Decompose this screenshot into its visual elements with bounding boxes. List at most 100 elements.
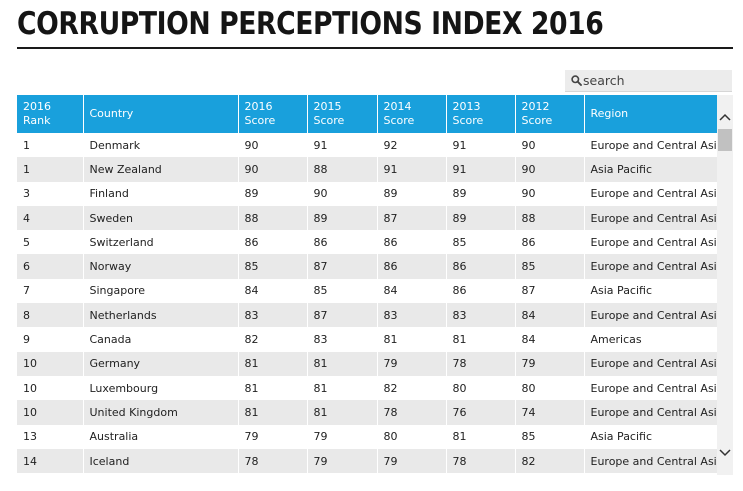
header-label-line2: Score: [244, 114, 276, 127]
cell-score-2013: 86: [446, 254, 516, 279]
header-label-line1: 2015: [313, 100, 342, 113]
scroll-up-button[interactable]: [717, 105, 733, 129]
header-score-2016[interactable]: 2016 Score: [238, 95, 308, 133]
cell-score-2014: 92: [377, 133, 447, 158]
cell-country: Iceland: [83, 448, 239, 474]
chevron-down-icon: [719, 449, 731, 457]
cell-rank: 1: [17, 157, 84, 182]
cell-score-2013: 91: [446, 157, 516, 182]
cell-region: Europe and Central Asia: [584, 133, 717, 158]
table-row[interactable]: 4 Sweden 88 89 87 89 88 Europe and Central Asia: [17, 205, 717, 231]
cell-region: Europe and Central Asia: [584, 205, 717, 231]
cell-score-2016: 81: [238, 400, 308, 425]
table-row[interactable]: 1 Denmark 90 91 92 91 90 Europe and Central Asi…: [17, 133, 717, 158]
cell-score-2015: 87: [307, 254, 378, 279]
header-region[interactable]: Region: [584, 95, 717, 133]
scroll-down-button[interactable]: [717, 441, 733, 465]
cell-rank: 10: [17, 375, 84, 401]
search-box[interactable]: [565, 70, 732, 92]
header-label-line1: 2016: [244, 100, 273, 113]
cell-score-2013: 78: [446, 448, 516, 474]
cell-score-2016: 81: [238, 375, 308, 401]
cell-score-2014: 86: [377, 230, 447, 255]
cell-score-2016: 85: [238, 254, 308, 279]
cell-score-2013: 81: [446, 424, 516, 449]
cell-score-2012: 84: [515, 327, 585, 352]
table-row[interactable]: 5 Switzerland 86 86 86 85 86 Europe and Central…: [17, 230, 717, 255]
cell-score-2012: 85: [515, 254, 585, 279]
cell-score-2012: 80: [515, 375, 585, 401]
cell-region: Europe and Central Asia: [584, 448, 717, 474]
cell-score-2013: 83: [446, 303, 516, 328]
cell-region: Europe and Central Asia: [584, 400, 717, 425]
cell-score-2015: 81: [307, 375, 378, 401]
header-label-line2: Score: [383, 114, 415, 127]
cell-region: Europe and Central Asia: [584, 351, 717, 376]
cell-country: New Zealand: [83, 157, 239, 182]
cell-score-2015: 79: [307, 448, 378, 474]
table-row[interactable]: 7 Singapore 84 85 84 86 87 Asia Pacific: [17, 278, 717, 304]
cell-region: Asia Pacific: [584, 424, 717, 449]
cell-country: Germany: [83, 351, 239, 376]
cell-score-2012: 79: [515, 351, 585, 376]
header-label-line1: 2013: [452, 100, 481, 113]
cell-country: Denmark: [83, 133, 239, 158]
cell-rank: 7: [17, 278, 84, 304]
table-row[interactable]: 14 Iceland 78 79 79 78 82 Europe and Central As…: [17, 448, 717, 474]
table-row[interactable]: 10 United Kingdom 81 81 78 76 74 Europe and Cen…: [17, 400, 717, 425]
cell-region: Europe and Central Asia: [584, 303, 717, 328]
cell-score-2014: 80: [377, 424, 447, 449]
cell-region: Asia Pacific: [584, 157, 717, 182]
cell-score-2016: 84: [238, 278, 308, 304]
cell-rank: 6: [17, 254, 84, 279]
cell-score-2013: 89: [446, 205, 516, 231]
header-label-line1: Region: [590, 107, 629, 120]
header-label-line1: 2016: [23, 100, 51, 113]
cell-score-2015: 81: [307, 400, 378, 425]
cell-country: Canada: [83, 327, 239, 352]
header-score-2012[interactable]: 2012 Score: [515, 95, 585, 133]
cell-score-2013: 78: [446, 351, 516, 376]
table-row[interactable]: 10 Germany 81 81 79 78 79 Europe and Central As…: [17, 351, 717, 376]
cell-region: Americas: [584, 327, 717, 352]
cell-score-2014: 91: [377, 157, 447, 182]
header-rank[interactable]: 2016 Rank: [17, 95, 84, 133]
table-row[interactable]: 13 Australia 79 79 80 81 85 Asia Pacific: [17, 424, 717, 449]
table-row[interactable]: 9 Canada 82 83 81 81 84 Americas: [17, 327, 717, 352]
cell-country: Netherlands: [83, 303, 239, 328]
cell-country: Australia: [83, 424, 239, 449]
search-input[interactable]: [582, 73, 723, 88]
cell-score-2012: 86: [515, 230, 585, 255]
cell-score-2016: 78: [238, 448, 308, 474]
cell-country: Singapore: [83, 278, 239, 304]
cell-country: Norway: [83, 254, 239, 279]
table-row[interactable]: 10 Luxembourg 81 81 82 80 80 Europe and Central…: [17, 375, 717, 401]
cell-score-2014: 82: [377, 375, 447, 401]
header-label-line1: Country: [89, 107, 134, 120]
scrollbar-thumb[interactable]: [718, 129, 732, 151]
cell-country: Finland: [83, 181, 239, 206]
table-row[interactable]: 6 Norway 85 87 86 86 85 Europe and Central Asia: [17, 254, 717, 279]
cell-rank: 8: [17, 303, 84, 328]
cell-score-2014: 81: [377, 327, 447, 352]
table-row[interactable]: 3 Finland 89 90 89 89 90 Europe and Central Asi…: [17, 181, 717, 206]
vertical-scrollbar[interactable]: [717, 95, 733, 475]
header-score-2014[interactable]: 2014 Score: [377, 95, 447, 133]
table-container: 2016 Rank Country 2016 Score 2015 Score 2014 Sco…: [17, 95, 717, 475]
cell-score-2016: 82: [238, 327, 308, 352]
table-row[interactable]: 8 Netherlands 83 87 83 83 84 Europe and Central…: [17, 303, 717, 328]
header-score-2015[interactable]: 2015 Score: [307, 95, 378, 133]
page-title: CORRUPTION PERCEPTIONS INDEX 2016: [17, 6, 604, 42]
cell-score-2014: 79: [377, 448, 447, 474]
cell-country: Switzerland: [83, 230, 239, 255]
cell-score-2012: 90: [515, 157, 585, 182]
cell-score-2012: 84: [515, 303, 585, 328]
cell-country: Luxembourg: [83, 375, 239, 401]
header-score-2013[interactable]: 2013 Score: [446, 95, 516, 133]
cell-region: Europe and Central Asia: [584, 254, 717, 279]
table-row[interactable]: 1 New Zealand 90 88 91 91 90 Asia Pacific: [17, 157, 717, 182]
header-country[interactable]: Country: [83, 95, 239, 133]
cell-score-2015: 81: [307, 351, 378, 376]
table-header-row: 2016 Rank Country 2016 Score 2015 Score 2014 Sco…: [17, 95, 717, 133]
cell-score-2015: 85: [307, 278, 378, 304]
